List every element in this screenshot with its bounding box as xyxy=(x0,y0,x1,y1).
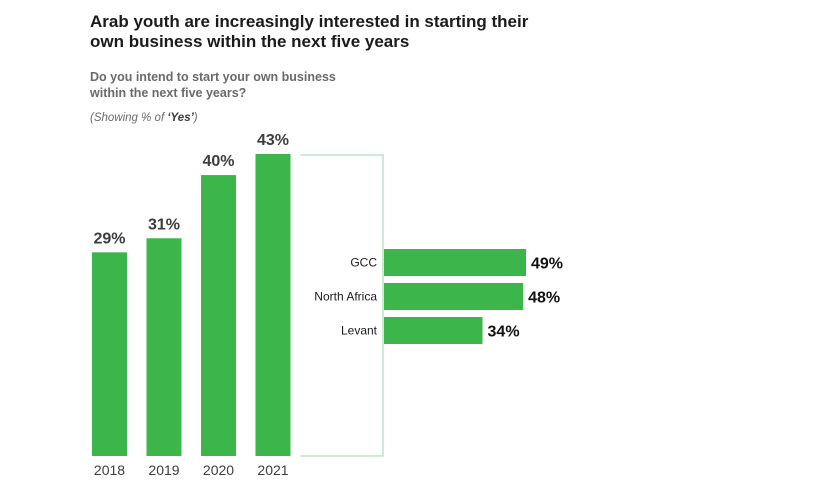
region-bar-value: 49% xyxy=(531,256,563,273)
region-label: Levant xyxy=(341,324,378,338)
note-emphasis: ‘Yes’ xyxy=(167,112,194,124)
year-tick-label: 2019 xyxy=(148,462,179,478)
region-bar xyxy=(384,283,524,310)
year-bar-value: 29% xyxy=(93,230,125,247)
note-prefix: (Showing % of xyxy=(90,112,168,124)
region-bar-value: 34% xyxy=(488,324,520,341)
chart-question: Do you intend to start your own business… xyxy=(90,70,336,100)
region-label: GCC xyxy=(350,256,377,270)
year-bar-value: 31% xyxy=(148,216,180,233)
year-bar xyxy=(146,238,182,456)
region-bar-value: 48% xyxy=(528,290,560,307)
yearly-bar-chart: 29% 2018 31% 2019 40% 2020 43% 2021 xyxy=(92,132,291,478)
year-bar xyxy=(255,154,291,456)
year-bar xyxy=(92,252,127,456)
region-bar xyxy=(384,249,526,276)
year-bar xyxy=(201,175,236,456)
year-tick-label: 2018 xyxy=(94,462,125,478)
region-bar-chart: GCC 49% North Africa 48% Levant 34% xyxy=(314,249,563,344)
breakdown-bracket xyxy=(300,154,384,457)
year-bar-value: 40% xyxy=(202,153,234,170)
chart-title: Arab youth are increasingly interested i… xyxy=(90,12,529,51)
year-tick-label: 2021 xyxy=(257,462,288,478)
chart-note: (Showing % of ‘Yes’) xyxy=(90,112,198,124)
note-suffix: ) xyxy=(193,112,198,124)
year-bar-value: 43% xyxy=(257,132,289,149)
region-label: North Africa xyxy=(314,290,377,304)
year-tick-label: 2020 xyxy=(203,462,234,478)
region-bar xyxy=(384,317,483,344)
